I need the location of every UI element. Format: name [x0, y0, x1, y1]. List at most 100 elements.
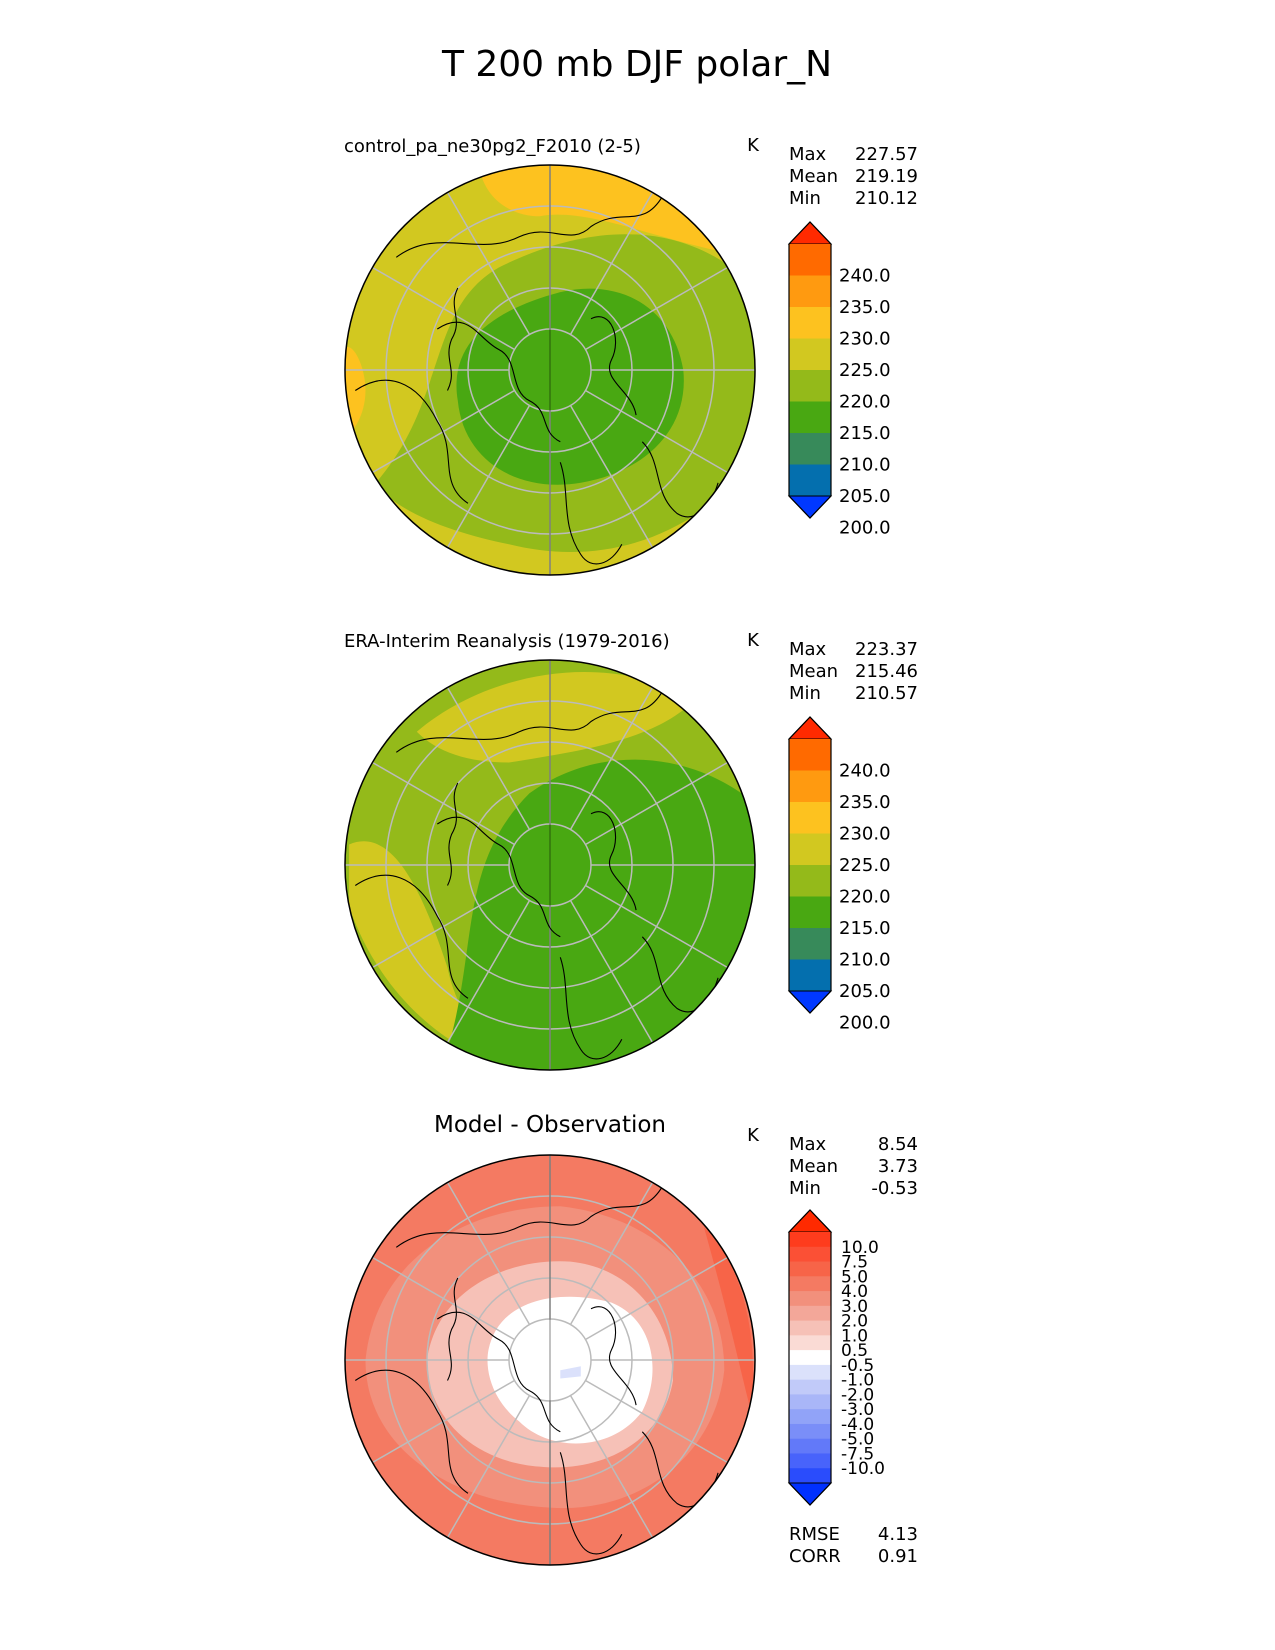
- meridian-line: [372, 389, 515, 474]
- colorbar-swatch: [789, 464, 831, 497]
- stat-label: Mean: [789, 661, 838, 682]
- coastline: [354, 874, 469, 999]
- coastline: [436, 1311, 561, 1433]
- stat-label: Mean: [789, 1156, 838, 1177]
- colorbar-tick-label: 230.0: [839, 329, 891, 350]
- stat-value: 227.57: [855, 144, 918, 165]
- colorbar-swatch: [789, 739, 831, 771]
- stat-value: -0.53: [871, 1178, 918, 1199]
- meridian-line: [372, 1256, 515, 1341]
- colorbar-tick-label: 4.0: [841, 1282, 868, 1302]
- coastline: [395, 690, 664, 753]
- map-panel-1: control_pa_ne30pg2_F2010 (2-5) K Max 227.57…: [344, 135, 918, 576]
- colorbar-tick-label: 225.0: [839, 855, 891, 876]
- stat-label: Min: [789, 1178, 821, 1199]
- colorbar-extend-min: [787, 1482, 833, 1506]
- meridian-line: [446, 1182, 531, 1325]
- colorbar-tick-label: 200.0: [839, 518, 891, 539]
- colorbar-swatch: [789, 1423, 831, 1440]
- colorbar-swatch: [789, 1246, 831, 1263]
- colorbar-tick-label: 240.0: [839, 266, 891, 287]
- meridian-line: [569, 192, 654, 335]
- colorbar-swatch: [789, 896, 831, 929]
- colorbar-tick-label: 205.0: [839, 981, 891, 1002]
- meridian-line: [585, 1256, 728, 1341]
- colorbar-swatch: [789, 1438, 831, 1454]
- colorbar-swatch: [789, 401, 831, 434]
- colorbar-extend-max: [787, 221, 833, 245]
- coastline: [447, 782, 459, 886]
- colorbar-swatch: [789, 1453, 831, 1469]
- stat-label: Max: [789, 1134, 827, 1155]
- colorbar-extend-min: [787, 495, 833, 519]
- meridian-line: [585, 761, 728, 846]
- colorbar-tick-label: 220.0: [839, 392, 891, 413]
- extra-stat-value: 4.13: [878, 1524, 918, 1545]
- colorbar-swatch: [789, 1468, 831, 1484]
- stat-value: 219.19: [855, 166, 918, 187]
- colorbar-swatch: [789, 1335, 831, 1351]
- map-field: [345, 1155, 755, 1565]
- stat-value: 215.46: [855, 661, 918, 682]
- coastline: [395, 1185, 664, 1248]
- colorbar-tick-label: 0.5: [841, 1341, 868, 1361]
- meridian-line: [446, 1395, 531, 1538]
- colorbar-tick-label: -4.0: [841, 1415, 874, 1435]
- colorbar-tick-label: -0.5: [841, 1356, 874, 1376]
- colorbar-swatch: [789, 1276, 831, 1292]
- colorbar-swatch: [789, 865, 831, 897]
- colorbar-swatch: [789, 1232, 831, 1248]
- coastline: [590, 316, 637, 416]
- colorbar-extend-max: [787, 716, 833, 740]
- coastline: [559, 1452, 623, 1555]
- meridian-line: [585, 884, 728, 969]
- colorbar-swatch: [789, 370, 831, 402]
- coastline: [436, 816, 561, 938]
- colorbar-swatch: [789, 1320, 831, 1336]
- colorbar-tick-label: 3.0: [841, 1297, 868, 1317]
- colorbar-swatch: [789, 1305, 831, 1322]
- meridian-line: [569, 1182, 654, 1325]
- colorbar-tick-label: -2.0: [841, 1385, 874, 1405]
- coastline: [436, 321, 561, 443]
- colorbar-tick-label: 225.0: [839, 360, 891, 381]
- meridian-line: [585, 389, 728, 474]
- colorbar-tick-label: 200.0: [839, 1013, 891, 1034]
- colorbar-tick-label: 215.0: [839, 918, 891, 939]
- colorbar-outline: [788, 221, 832, 519]
- map-boundary: [344, 1154, 756, 1566]
- coastline: [395, 195, 664, 258]
- colorbar-tick-label: 2.0: [841, 1312, 868, 1332]
- meridian-line: [446, 405, 531, 548]
- map-panel-3: Model - Observation K Max 8.54 Mean 3.73 Min -0…: [344, 1112, 918, 1567]
- colorbar-swatch: [789, 1364, 831, 1381]
- stat-label: Max: [789, 639, 827, 660]
- panel-title: Model - Observation: [434, 1112, 666, 1138]
- colorbar-tick-label: 235.0: [839, 792, 891, 813]
- colorbar-extend-max: [787, 1209, 833, 1233]
- field-region: [447, 759, 755, 1070]
- coastline: [447, 1277, 459, 1381]
- colorbar-swatch: [789, 275, 831, 308]
- colorbar-tick-label: 5.0: [841, 1267, 868, 1287]
- colorbar-tick-label: 1.0: [841, 1326, 868, 1346]
- meridian-line: [446, 192, 531, 335]
- colorbar-swatch: [789, 959, 831, 992]
- units-label: K: [747, 135, 760, 156]
- colorbar-swatch: [789, 307, 831, 339]
- stat-label: Max: [789, 144, 827, 165]
- extra-stat-label: RMSE: [789, 1524, 840, 1545]
- map-boundary: [344, 164, 756, 576]
- colorbar-swatch: [789, 1291, 831, 1307]
- colorbar-swatch: [789, 1350, 831, 1366]
- colorbar-swatch: [789, 433, 831, 465]
- colorbar-swatch: [789, 244, 831, 276]
- meridian-line: [446, 687, 531, 830]
- panel-title: control_pa_ne30pg2_F2010 (2-5): [344, 136, 641, 157]
- stat-label: Min: [789, 683, 821, 704]
- colorbar-tick-label: 210.0: [839, 455, 891, 476]
- coastline: [447, 287, 459, 391]
- colorbar-extend-min: [787, 990, 833, 1014]
- colorbar-tick-label: 230.0: [839, 824, 891, 845]
